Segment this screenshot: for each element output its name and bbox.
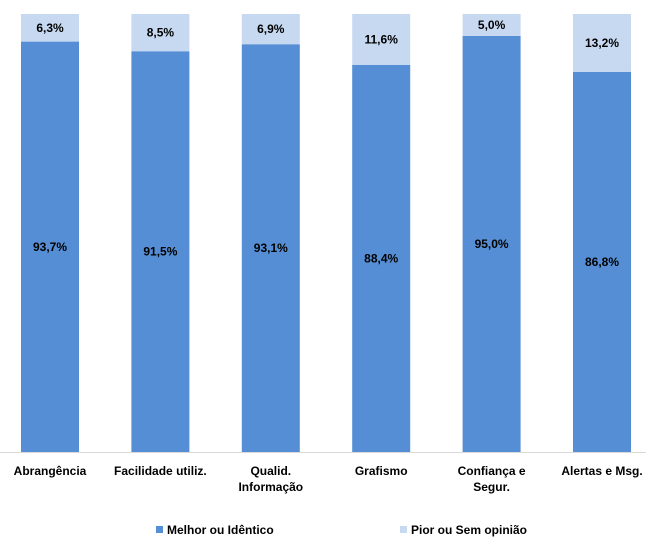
x-tick-label: Informação xyxy=(238,480,303,494)
legend-label-melhor: Melhor ou Idêntico xyxy=(167,523,274,537)
x-tick-label: Confiança e xyxy=(458,464,526,478)
data-label-pior: 8,5% xyxy=(147,26,175,40)
bar-segment-pior xyxy=(241,14,300,45)
bar-segment-melhor xyxy=(21,41,79,453)
data-label-pior: 11,6% xyxy=(365,32,399,46)
x-tick-label: Abrangência xyxy=(14,464,87,478)
legend-swatch-melhor xyxy=(156,526,163,533)
bar-segment-pior xyxy=(352,14,411,65)
bar-segment-pior xyxy=(131,14,190,52)
data-label-melhor: 95,0% xyxy=(475,237,509,251)
data-label-melhor: 93,1% xyxy=(254,241,288,255)
bar-segment-melhor xyxy=(131,51,190,452)
legend-swatch-pior xyxy=(400,526,407,533)
bar-segment-melhor xyxy=(352,64,411,453)
data-label-melhor: 93,7% xyxy=(33,240,67,254)
bar-segment-pior xyxy=(573,14,631,72)
data-label-melhor: 91,5% xyxy=(143,245,177,259)
legend-label-pior: Pior ou Sem opinião xyxy=(411,523,527,537)
x-tick-label: Alertas e Msg. xyxy=(561,464,642,478)
data-label-melhor: 88,4% xyxy=(364,251,398,265)
bar-segment-melhor xyxy=(462,35,521,453)
x-tick-label: Qualid. xyxy=(250,464,291,478)
bar-segment-melhor xyxy=(241,44,300,453)
x-tick-label: Grafismo xyxy=(355,464,408,478)
bar-segment-melhor xyxy=(573,71,631,452)
data-label-melhor: 86,8% xyxy=(585,255,619,269)
bar-segment-pior xyxy=(462,14,521,36)
data-label-pior: 5,0% xyxy=(478,18,506,32)
x-tick-label: Facilidade utiliz. xyxy=(114,464,207,478)
data-label-pior: 13,2% xyxy=(585,36,619,50)
data-label-pior: 6,9% xyxy=(257,22,285,36)
data-label-pior: 6,3% xyxy=(36,21,64,35)
x-tick-label: Segur. xyxy=(473,480,510,494)
bar-segment-pior xyxy=(21,14,79,42)
